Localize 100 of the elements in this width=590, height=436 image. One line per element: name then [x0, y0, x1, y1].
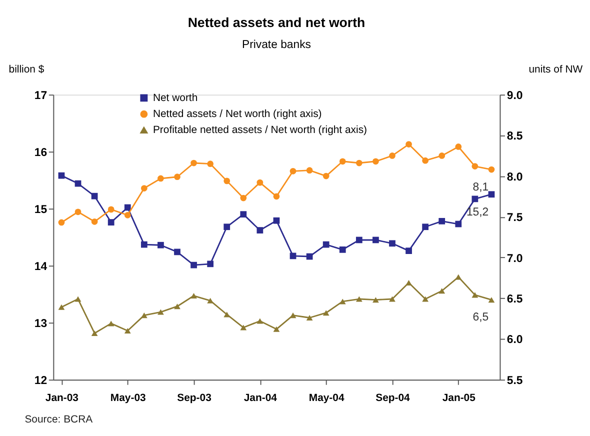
x-tick-label: May-03 [110, 393, 146, 404]
point [438, 218, 446, 224]
point [108, 206, 114, 213]
point [438, 288, 446, 294]
point [240, 324, 247, 330]
point [472, 292, 478, 298]
point [256, 227, 264, 234]
point [406, 248, 412, 254]
point [322, 241, 330, 248]
y2-tick-label: 8.0 [506, 171, 523, 184]
point [91, 192, 98, 200]
point [406, 280, 412, 286]
point [58, 219, 65, 226]
point [108, 219, 114, 226]
point [207, 298, 214, 304]
point [273, 217, 280, 224]
point [356, 160, 362, 166]
point [256, 179, 264, 186]
y2-tick-label: 8.5 [506, 130, 524, 143]
point [174, 248, 180, 256]
point [339, 246, 346, 253]
point [488, 166, 495, 173]
point [273, 193, 280, 200]
data-label: 15,2 [466, 206, 489, 218]
point [306, 167, 313, 174]
point [91, 218, 98, 225]
y-tick-label: 14 [34, 260, 48, 273]
y2-tick-label: 5.5 [506, 374, 524, 387]
point [190, 262, 197, 268]
point [438, 152, 446, 159]
point [339, 298, 346, 304]
point [74, 208, 82, 216]
point [422, 224, 429, 230]
point [488, 297, 495, 303]
point [240, 211, 247, 218]
point [158, 309, 164, 315]
point [273, 326, 280, 332]
y-tick-label: 15 [34, 204, 48, 216]
point [339, 158, 346, 165]
legend-label: Net worth [152, 92, 198, 104]
point [207, 260, 214, 268]
x-tick-label: Jan-04 [244, 393, 278, 404]
point [389, 152, 396, 159]
y2-tick-label: 7.5 [506, 212, 524, 224]
point [356, 296, 362, 302]
point [488, 191, 495, 198]
point [190, 293, 197, 299]
y2-tick-label: 6.0 [506, 334, 523, 346]
point [372, 158, 379, 165]
y-tick-label: 16 [34, 146, 48, 159]
point [124, 212, 131, 218]
point [124, 328, 131, 334]
point [455, 220, 462, 228]
point [207, 160, 214, 168]
point [190, 160, 197, 166]
x-tick-label: Sep-03 [177, 393, 212, 404]
point [322, 310, 330, 316]
data-label: 8,1 [472, 181, 489, 194]
point [290, 168, 296, 174]
point [140, 312, 148, 318]
y-axis-title: billion $ [8, 64, 44, 76]
point [406, 141, 412, 148]
x-tick-label: Jan-05 [442, 393, 476, 404]
data-label: 6,5 [472, 312, 489, 324]
y2-tick-label: 7.0 [506, 252, 523, 265]
point [108, 320, 114, 326]
point [455, 274, 462, 280]
point [124, 204, 131, 211]
point [372, 297, 379, 303]
y2-tick-label: 9.0 [506, 90, 523, 102]
point [422, 296, 429, 302]
point [91, 330, 98, 336]
point [224, 224, 230, 230]
point [74, 296, 82, 302]
point [174, 304, 180, 310]
y-tick-label: 17 [34, 90, 48, 102]
y2-tick-label: 6.5 [506, 293, 524, 306]
point [472, 163, 478, 170]
x-tick-label: Sep-04 [376, 393, 410, 404]
point [224, 178, 230, 184]
point [356, 236, 362, 244]
x-tick-label: May-04 [308, 393, 344, 404]
chart-subtitle: Private banks [242, 39, 312, 52]
legend-label: Profitable netted assets / Net worth (right axis) [152, 125, 368, 136]
point [322, 172, 330, 180]
point [422, 157, 429, 164]
point [174, 174, 180, 180]
point [240, 194, 247, 202]
point [224, 312, 230, 318]
point [389, 240, 396, 247]
legend-label: Netted assets / Net worth (right axis) [152, 108, 322, 120]
y-tick-label: 12 [34, 374, 48, 387]
point [256, 318, 264, 324]
point [140, 185, 148, 192]
x-tick-label: Jan-03 [45, 393, 79, 404]
source-note: Source: BCRA [24, 414, 93, 426]
point [389, 296, 396, 302]
point [472, 196, 478, 202]
point [58, 304, 65, 310]
chart-title: Netted assets and net worth [188, 15, 366, 30]
